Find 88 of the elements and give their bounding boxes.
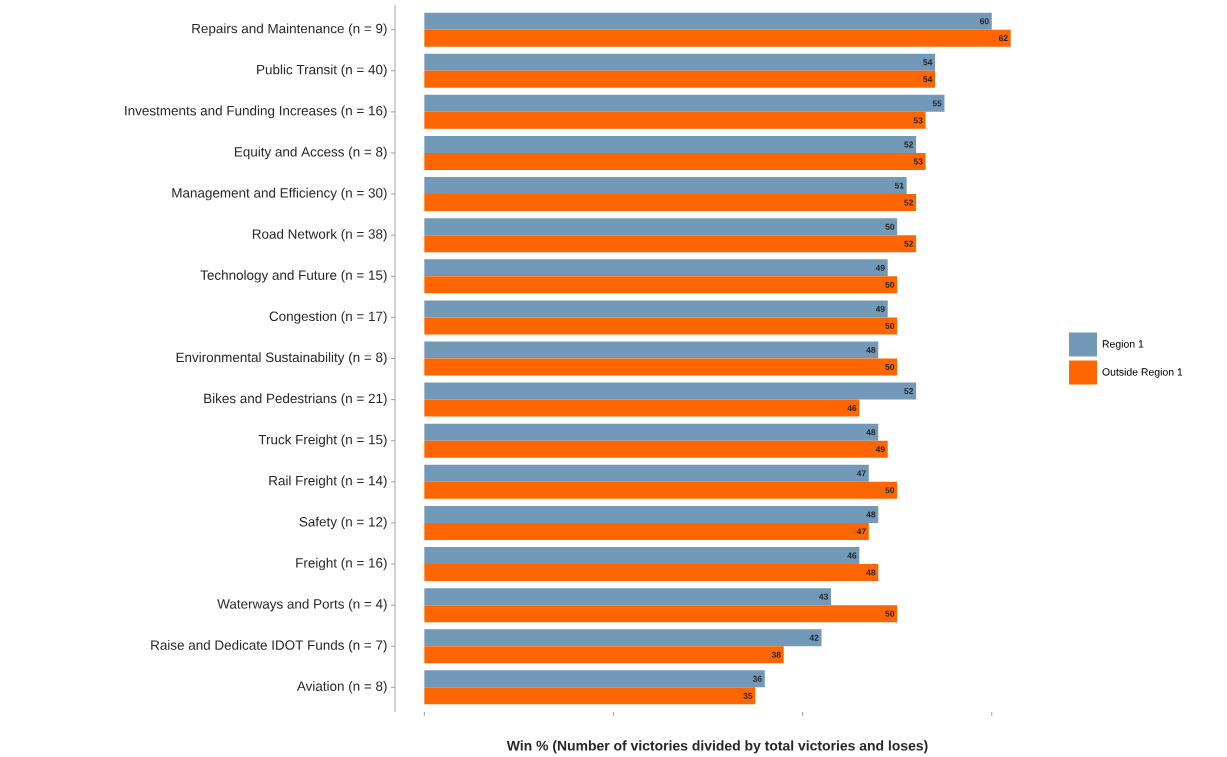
- data-label: 54: [923, 76, 933, 83]
- y-tick-label: Management and Efficiency (n = 30): [172, 187, 387, 201]
- data-label: 46: [847, 552, 857, 559]
- data-label: 52: [904, 141, 914, 148]
- data-label: 48: [866, 429, 876, 436]
- bar: [424, 522, 869, 540]
- bar: [424, 399, 860, 417]
- bar: [424, 94, 945, 112]
- bar: [424, 235, 917, 253]
- bar: [424, 423, 879, 441]
- bar: [424, 358, 898, 376]
- bar: [424, 218, 898, 236]
- data-label: 54: [923, 59, 933, 66]
- bar: [424, 53, 936, 71]
- bar: [424, 505, 879, 523]
- legend-label: Region 1: [1102, 339, 1144, 350]
- bar: [424, 481, 898, 499]
- data-label: 50: [885, 487, 895, 494]
- bar: [424, 341, 879, 359]
- data-label: 47: [856, 470, 866, 477]
- data-label: 35: [743, 692, 753, 699]
- bar: [424, 29, 1011, 47]
- data-label: 50: [885, 322, 895, 329]
- data-label: 47: [856, 528, 866, 535]
- y-tick-label: Public Transit (n = 40): [257, 64, 387, 78]
- data-label: 49: [875, 446, 885, 453]
- data-label: 55: [932, 100, 942, 107]
- bar: [424, 194, 917, 212]
- bar: [424, 382, 917, 400]
- y-tick-label: Waterways and Ports (n = 4): [217, 598, 387, 612]
- bar: [424, 276, 898, 294]
- data-label: 48: [866, 511, 876, 518]
- data-label: 50: [885, 223, 895, 230]
- data-label: 43: [819, 593, 828, 600]
- bar: [424, 605, 898, 623]
- data-label: 42: [809, 634, 819, 641]
- bar: [424, 300, 888, 318]
- data-label: 38: [771, 651, 781, 658]
- y-tick-label: Rail Freight (n = 14): [269, 475, 387, 489]
- bar: [424, 547, 860, 565]
- y-tick-label: Truck Freight (n = 15): [258, 434, 387, 447]
- y-tick-label: Equity and Access (n = 8): [234, 146, 387, 160]
- bar: [424, 111, 926, 129]
- bar: [424, 177, 907, 195]
- data-label: 53: [913, 117, 923, 124]
- data-label: 52: [904, 388, 914, 395]
- y-tick-label: Safety (n = 12): [299, 516, 387, 530]
- y-tick-label: Bikes and Pedestrians (n = 21): [204, 393, 387, 406]
- x-axis-title: Win % (Number of victories divided by total victories and loses): [506, 740, 928, 754]
- bar: [424, 588, 831, 606]
- y-tick-label: Technology and Future (n = 15): [200, 270, 387, 283]
- bar: [424, 670, 765, 688]
- data-label: 50: [885, 610, 895, 617]
- data-label: 53: [913, 158, 923, 165]
- bar: [424, 440, 888, 458]
- bar: [424, 687, 756, 705]
- bar: [424, 464, 869, 482]
- data-label: 51: [894, 182, 904, 189]
- y-tick-label: Aviation (n = 8): [296, 681, 387, 694]
- bar: [424, 70, 936, 88]
- bar: [424, 629, 822, 647]
- bar: [424, 317, 898, 335]
- data-label: 49: [875, 305, 885, 312]
- bar: [424, 135, 917, 153]
- data-label: 52: [904, 199, 914, 206]
- data-label: 62: [998, 35, 1008, 42]
- bar: [424, 152, 926, 170]
- data-label: 50: [885, 364, 895, 370]
- data-label: 52: [904, 240, 914, 247]
- data-label: 36: [752, 675, 762, 682]
- bar: [424, 646, 784, 664]
- data-label: 60: [979, 18, 989, 25]
- y-tick-label: Raise and Dedicate IDOT Funds (n = 7): [151, 639, 387, 653]
- data-label: 49: [875, 264, 885, 271]
- data-label: 50: [885, 281, 895, 288]
- bar: [424, 259, 888, 277]
- data-label: 48: [866, 347, 876, 353]
- legend-label: Outside Region 1: [1102, 367, 1183, 378]
- y-tick-label: Freight (n = 16): [296, 557, 387, 571]
- data-label: 46: [847, 405, 857, 412]
- y-tick-label: Investments and Funding Increases (n = 16): [125, 105, 387, 119]
- data-label: 48: [866, 569, 876, 576]
- y-tick-label: Repairs and Maintenance (n = 9): [192, 23, 387, 36]
- bar: [424, 564, 879, 582]
- bar: [424, 12, 992, 30]
- y-tick-label: Road Network (n = 38): [252, 228, 387, 242]
- y-tick-label: Environmental Sustainability (n = 8): [176, 352, 387, 365]
- y-tick-label: Congestion (n = 17): [269, 311, 387, 324]
